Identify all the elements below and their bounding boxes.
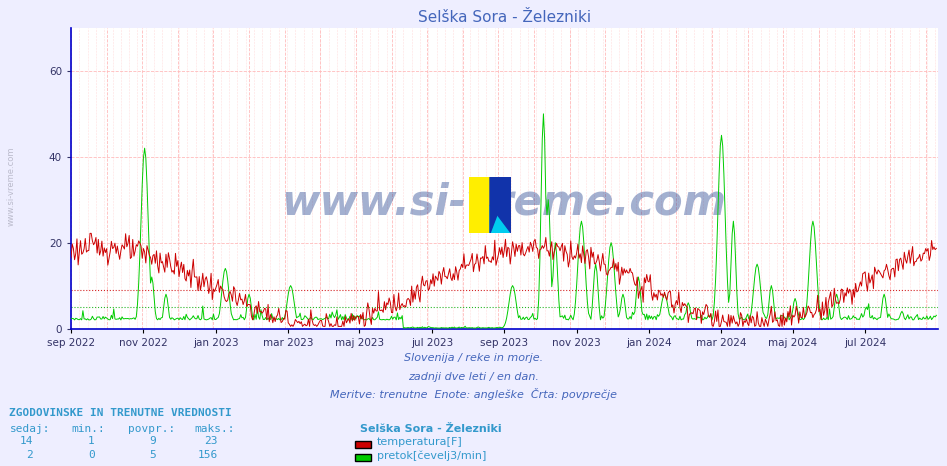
Text: 156: 156 — [198, 450, 218, 459]
Text: 0: 0 — [88, 450, 95, 459]
Text: 5: 5 — [150, 450, 156, 459]
Text: zadnji dve leti / en dan.: zadnji dve leti / en dan. — [408, 372, 539, 382]
Text: Selška Sora - Železniki: Selška Sora - Železniki — [360, 425, 502, 434]
Text: pretok[čevelj3/min]: pretok[čevelj3/min] — [377, 450, 486, 460]
Text: 1: 1 — [88, 436, 95, 446]
Text: min.:: min.: — [71, 425, 105, 434]
Text: sedaj:: sedaj: — [9, 425, 50, 434]
Text: 14: 14 — [20, 436, 33, 446]
Text: www.si-vreme.com: www.si-vreme.com — [282, 181, 726, 223]
Text: 2: 2 — [27, 450, 33, 459]
Polygon shape — [469, 177, 491, 233]
Polygon shape — [491, 177, 511, 233]
Text: povpr.:: povpr.: — [128, 425, 175, 434]
Text: www.si-vreme.com: www.si-vreme.com — [7, 147, 16, 226]
Text: maks.:: maks.: — [194, 425, 235, 434]
Text: 9: 9 — [150, 436, 156, 446]
Text: Slovenija / reke in morje.: Slovenija / reke in morje. — [404, 353, 543, 363]
Text: 23: 23 — [205, 436, 218, 446]
Text: ZGODOVINSKE IN TRENUTNE VREDNOSTI: ZGODOVINSKE IN TRENUTNE VREDNOSTI — [9, 408, 232, 418]
Polygon shape — [491, 177, 511, 233]
Text: Meritve: trenutne  Enote: angleške  Črta: povprečje: Meritve: trenutne Enote: angleške Črta: … — [330, 389, 617, 400]
Title: Selška Sora - Železniki: Selška Sora - Železniki — [418, 10, 591, 26]
Polygon shape — [491, 205, 511, 233]
Text: temperatura[F]: temperatura[F] — [377, 438, 463, 447]
